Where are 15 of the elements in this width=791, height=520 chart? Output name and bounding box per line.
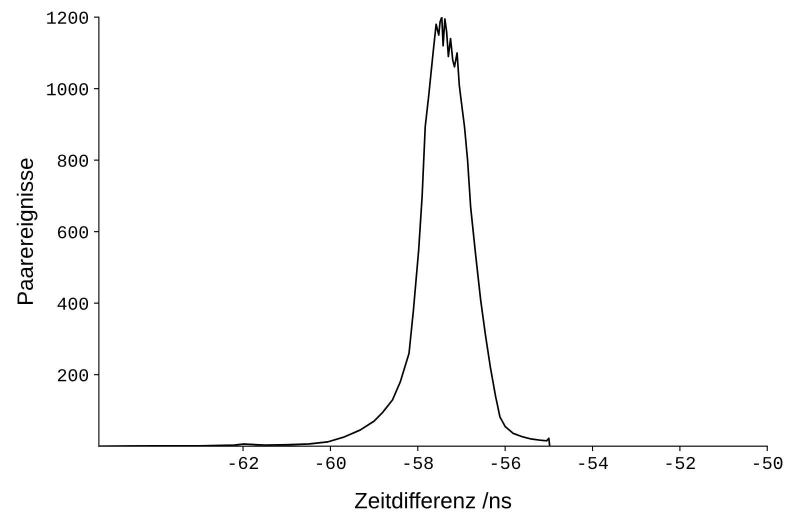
x-axis-title: Zeitdifferenz /ns <box>354 492 512 508</box>
y-tick-label: 800 <box>58 154 88 167</box>
x-tick-label: -54 <box>579 457 608 470</box>
x-tick-label: -62 <box>230 456 258 470</box>
y-tick-label: 400 <box>58 298 88 310</box>
y-tick-label: 600 <box>58 226 88 238</box>
x-tick-label: -58 <box>404 456 433 470</box>
y-tick-label: 1200 <box>47 12 88 24</box>
x-tick-label: -52 <box>666 456 695 470</box>
x-tick-label: -50 <box>754 456 782 470</box>
y-tick-label: 200 <box>58 369 88 382</box>
y-tick-label: 1000 <box>47 83 88 96</box>
y-axis-title: Paarereignisse <box>16 158 38 304</box>
x-tick-label: -60 <box>317 456 346 470</box>
x-tick-label: -56 <box>492 456 520 470</box>
